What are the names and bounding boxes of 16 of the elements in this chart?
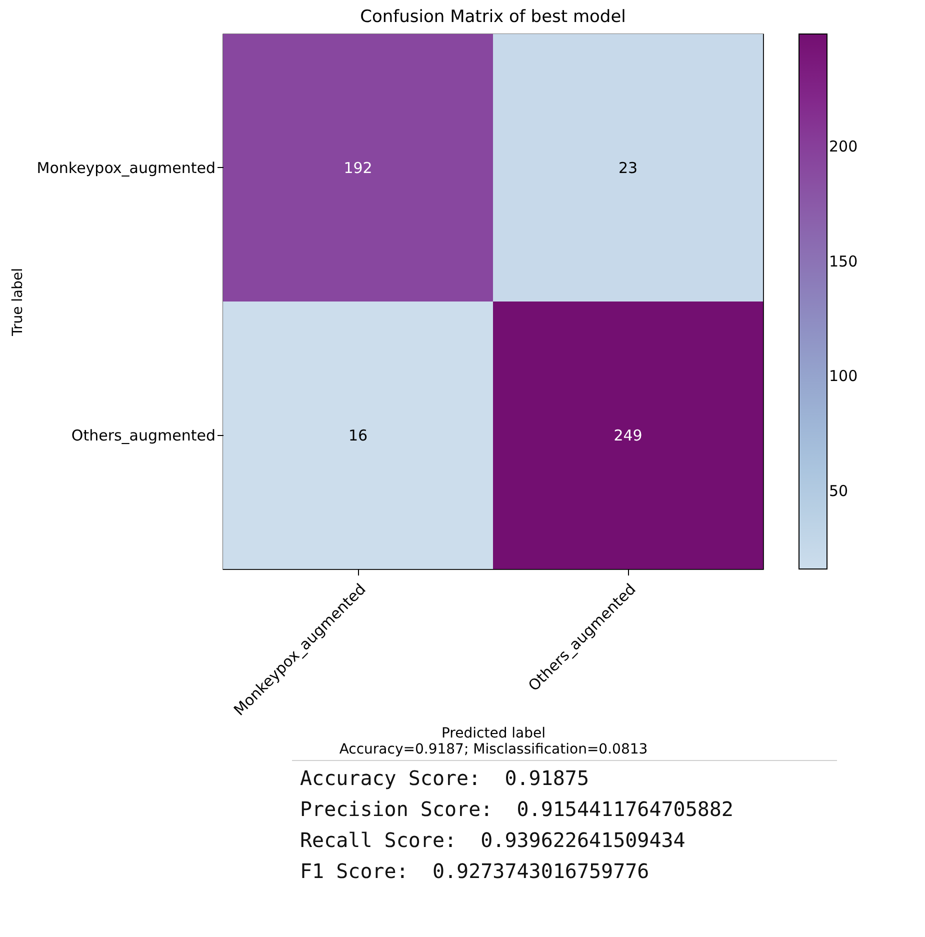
- color-bar-label: 50: [829, 482, 848, 500]
- color-bar-label: 200: [829, 138, 858, 156]
- text: Precision Score: 0.9154411764705882: [300, 796, 734, 823]
- data-label: 23: [618, 158, 638, 177]
- data-label: 16: [348, 426, 368, 444]
- y-axis-title: True label: [10, 268, 26, 338]
- data-label: 249: [614, 426, 642, 444]
- text: F1 Score: 0.9273743016759776: [300, 858, 650, 885]
- color-bar-label: 150: [829, 252, 858, 270]
- data-label: 192: [344, 158, 372, 177]
- text: Accuracy Score: 0.91875: [300, 765, 590, 792]
- color-bar-label: 100: [829, 367, 858, 386]
- x-axis-title: Predicted label: [441, 725, 546, 742]
- text: Recall Score: 0.939622641509434: [300, 827, 686, 854]
- text: Accuracy=0.9187; Misclassification=0.0813: [339, 741, 648, 758]
- chart-title: Confusion Matrix of best model: [360, 7, 626, 27]
